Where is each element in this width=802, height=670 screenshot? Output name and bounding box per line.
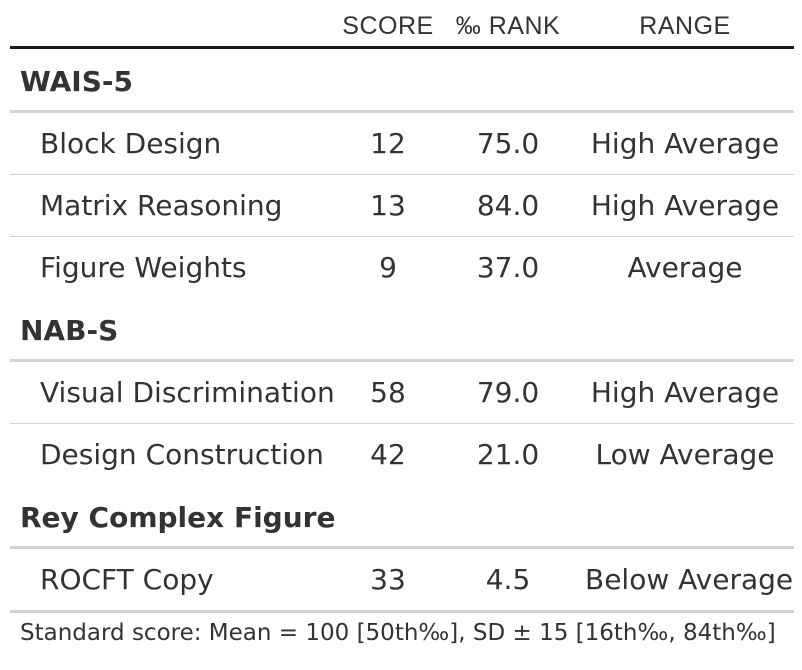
score-value: 42 [370,438,406,471]
rank-value: 4.5 [485,563,531,596]
rank-value: 37.0 [476,251,540,284]
score-value: 12 [370,127,406,160]
rank-value: 75.0 [476,127,540,160]
group-header-rey-complex-figure: Rey Complex Figure [10,485,794,549]
group-header-nab-s: NAB-S [10,298,794,362]
score-value: 33 [370,563,406,596]
group-header-wais-5: WAIS-5 [10,49,794,113]
test-name: ROCFT Copy [40,563,214,596]
range-value: Average [627,251,743,284]
table-row: Figure Weights 9 37.0 Average [10,237,794,298]
table-row: Matrix Reasoning 13 84.0 High Average [10,175,794,237]
group-label: NAB-S [20,314,119,347]
column-header-score: SCORE [342,12,434,40]
table-header: SCORE ‰ RANK RANGE [10,0,794,49]
score-value: 13 [370,189,406,222]
test-name: Matrix Reasoning [40,189,283,222]
group-label: WAIS-5 [20,65,133,98]
score-value: 58 [370,376,406,409]
score-table: SCORE ‰ RANK RANGE WAIS-5 Block Design 1… [10,0,794,613]
column-header-rank: ‰ RANK [455,12,561,40]
rank-value: 84.0 [476,189,540,222]
test-name: Design Construction [40,438,324,471]
range-value: High Average [590,127,780,160]
range-value: Below Average [585,563,794,596]
table-row: Visual Discrimination 58 79.0 High Avera… [10,362,794,424]
rank-value: 21.0 [476,438,540,471]
test-name: Figure Weights [40,251,247,284]
test-name: Block Design [40,127,222,160]
table-row: Design Construction 42 21.0 Low Average [10,424,794,485]
group-label: Rey Complex Figure [20,501,336,534]
score-value: 9 [379,251,397,284]
rank-value: 79.0 [476,376,540,409]
table-row: Block Design 12 75.0 High Average [10,113,794,175]
column-header-range: RANGE [639,12,731,40]
range-value: High Average [590,376,780,409]
test-name: Visual Discrimination [40,376,335,409]
table-footnote: Standard score: Mean = 100 [50th‰], SD ±… [20,620,776,646]
range-value: Low Average [595,438,775,471]
table-row: ROCFT Copy 33 4.5 Below Average [10,549,794,613]
range-value: High Average [590,189,780,222]
